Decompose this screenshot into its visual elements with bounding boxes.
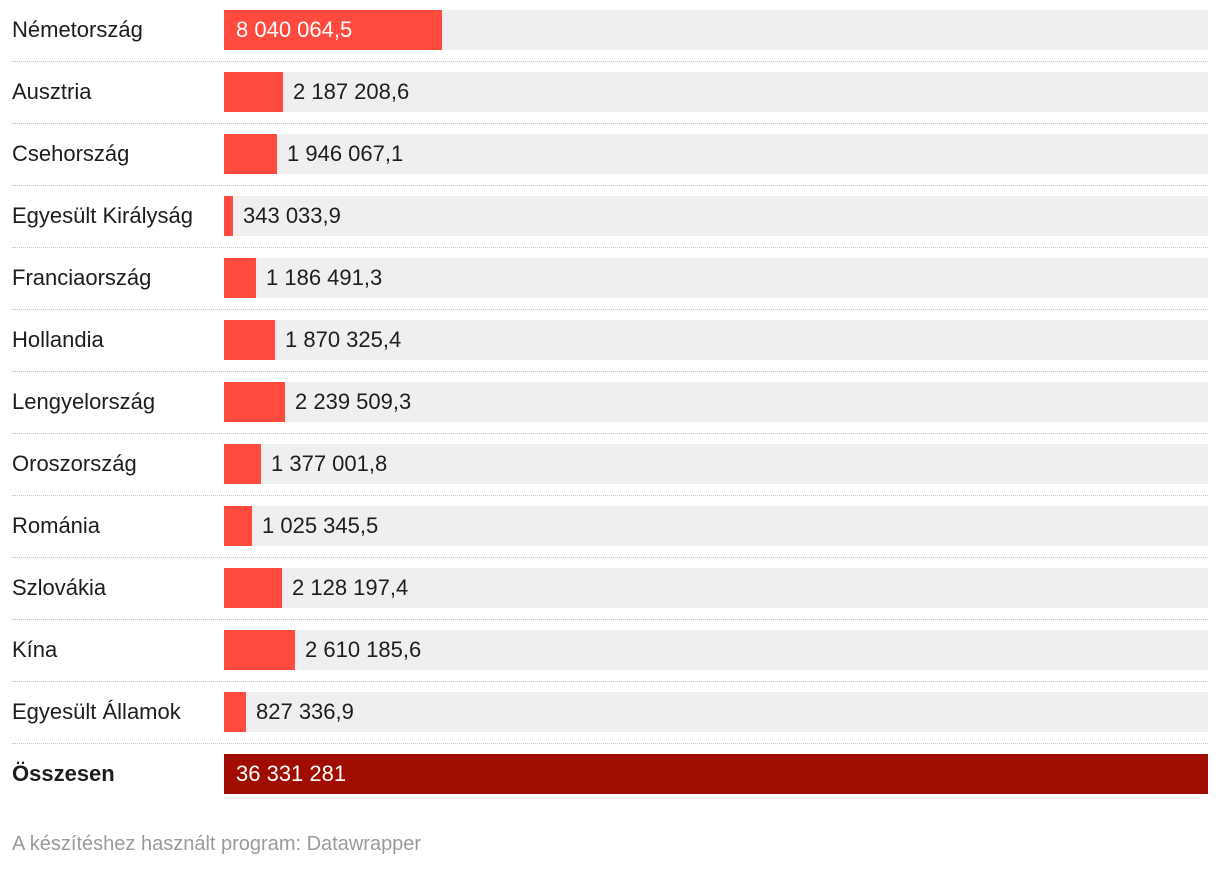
category-label: Oroszország (12, 451, 137, 476)
value-label: 2 610 185,6 (305, 637, 422, 662)
total-bar (224, 754, 1208, 794)
bar-track: 36 331 281 (224, 754, 1208, 794)
category-label: Kína (12, 637, 58, 662)
bar-track: 1 870 325,4 (224, 320, 1208, 360)
bar (224, 258, 256, 298)
category-label: Csehország (12, 141, 130, 166)
bar (224, 506, 252, 546)
bar-row: Ausztria 2 187 208,6 (12, 62, 1208, 124)
bar-row: Lengyelország 2 239 509,3 (12, 372, 1208, 434)
value-label: 2 128 197,4 (292, 575, 409, 600)
bar-track: 8 040 064,5 (224, 10, 1208, 50)
bar-chart: Németország 8 040 064,5 Ausztria 2 187 208,… (12, 0, 1208, 806)
value-label: 827 336,9 (256, 699, 354, 724)
bar (224, 692, 246, 732)
bar (224, 10, 442, 50)
bar (224, 444, 261, 484)
bar-row: Oroszország 1 377 001,8 (12, 434, 1208, 496)
category-label: Hollandia (12, 327, 104, 352)
category-label: Lengyelország (12, 389, 156, 414)
category-label: Egyesült Államok (12, 699, 181, 724)
bar (224, 196, 233, 236)
category-label: Franciaország (12, 265, 152, 290)
bar-track: 1 946 067,1 (224, 134, 1208, 174)
bar-row: Hollandia 1 870 325,4 (12, 310, 1208, 372)
chart-credit: A készítéshez használt program: Datawrap… (12, 833, 422, 855)
bar-track: 1 377 001,8 (224, 444, 1208, 484)
category-label: Összesen (12, 761, 115, 786)
bar (224, 382, 285, 422)
bar-row: Egyesült Királyság 343 033,9 (12, 186, 1208, 248)
category-label: Németország (12, 17, 143, 42)
bar-track: 2 128 197,4 (224, 568, 1208, 608)
category-label: Szlovákia (12, 575, 107, 600)
bar-row: Németország 8 040 064,5 (12, 0, 1208, 62)
bar-track: 2 187 208,6 (224, 72, 1208, 112)
bar-row: Egyesült Államok 827 336,9 (12, 682, 1208, 744)
value-label: 2 239 509,3 (295, 389, 412, 414)
bar-row: Szlovákia 2 128 197,4 (12, 558, 1208, 620)
bar-track: 2 239 509,3 (224, 382, 1208, 422)
bar (224, 134, 277, 174)
value-label: 8 040 064,5 (236, 17, 353, 42)
category-label: Ausztria (12, 79, 92, 104)
bar-track: 343 033,9 (224, 196, 1208, 236)
bar-row: Kína 2 610 185,6 (12, 620, 1208, 682)
total-row: Összesen 36 331 281 (12, 744, 1208, 806)
bar-row: Franciaország 1 186 491,3 (12, 248, 1208, 310)
bar-row: Románia 1 025 345,5 (12, 496, 1208, 558)
category-label: Románia (12, 513, 101, 538)
bar (224, 72, 283, 112)
value-label: 343 033,9 (243, 203, 341, 228)
value-label: 1 377 001,8 (271, 451, 388, 476)
value-label: 1 186 491,3 (266, 265, 383, 290)
bar-track: 2 610 185,6 (224, 630, 1208, 670)
bar (224, 630, 295, 670)
category-label: Egyesült Királyság (12, 203, 193, 228)
value-label: 2 187 208,6 (293, 79, 410, 104)
value-label: 1 946 067,1 (287, 141, 404, 166)
bar-track: 1 025 345,5 (224, 506, 1208, 546)
bar-row: Csehország 1 946 067,1 (12, 124, 1208, 186)
bar (224, 568, 282, 608)
bar-track: 1 186 491,3 (224, 258, 1208, 298)
bar (224, 320, 275, 360)
bar-track: 827 336,9 (224, 692, 1208, 732)
value-label: 1 025 345,5 (262, 513, 379, 538)
value-label: 36 331 281 (236, 761, 347, 786)
value-label: 1 870 325,4 (285, 327, 402, 352)
